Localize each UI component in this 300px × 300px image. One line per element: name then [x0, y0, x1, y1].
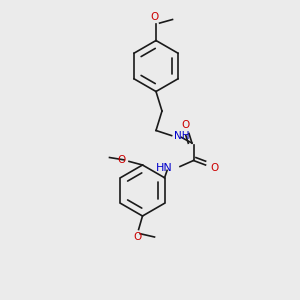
Text: NH: NH	[174, 131, 190, 142]
Text: O: O	[150, 13, 159, 22]
Text: O: O	[134, 232, 142, 242]
Text: HN: HN	[156, 163, 172, 173]
Text: O: O	[182, 120, 190, 130]
Text: O: O	[118, 155, 126, 166]
Text: O: O	[210, 163, 218, 173]
